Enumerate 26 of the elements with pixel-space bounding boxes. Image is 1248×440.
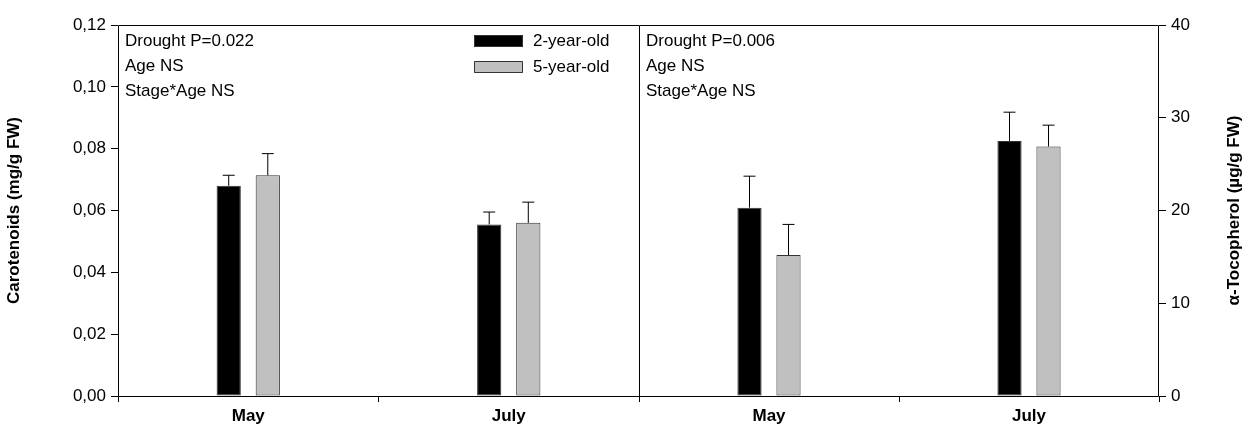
annotation: Drought P=0.006 [646, 31, 776, 51]
x-tick-label: May [752, 405, 787, 425]
y2-axis-title: α-Tocopherol (µg/g FW) [1223, 115, 1243, 306]
x-tick-label: July [491, 405, 527, 425]
annotation: Stage*Age NS [646, 81, 756, 101]
y2-tick-label: 10 [1171, 292, 1190, 312]
y2-tick-label: 0 [1171, 385, 1181, 405]
y2-tick-label: 40 [1171, 14, 1190, 34]
legend-label: 2-year-old [533, 30, 610, 50]
y2-tick-label: 20 [1171, 200, 1190, 220]
x-tick-label: May [231, 405, 266, 425]
y2-tick-label: 30 [1171, 107, 1190, 127]
annotation: Age NS [646, 56, 705, 76]
y-tick-label: 0,08 [72, 138, 106, 158]
y-axis-title: Carotenoids (mg/g FW) [3, 117, 23, 304]
y-tick-label: 0,00 [72, 385, 106, 405]
x-tick-label: July [1011, 405, 1047, 425]
y-tick-label: 0,12 [72, 14, 106, 34]
y-tick-label: 0,10 [72, 76, 106, 96]
legend-label: 5-year-old [533, 56, 610, 76]
annotation: Drought P=0.022 [125, 31, 255, 51]
annotation: Stage*Age NS [125, 81, 235, 101]
annotation: Age NS [125, 56, 184, 76]
y-tick-label: 0,04 [72, 262, 106, 282]
y-tick-label: 0,06 [72, 200, 106, 220]
y-tick-label: 0,02 [72, 323, 106, 343]
